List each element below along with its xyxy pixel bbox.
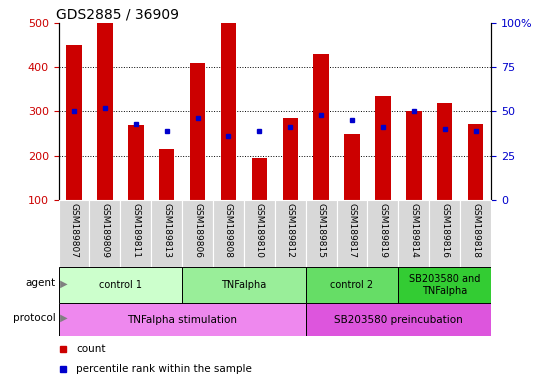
Bar [128,126,143,200]
Text: percentile rank within the sample: percentile rank within the sample [76,364,252,374]
Text: ▶: ▶ [57,313,68,323]
Bar [221,23,236,200]
Bar [344,134,360,200]
Text: control 1: control 1 [99,280,142,290]
Text: GSM189815: GSM189815 [316,203,326,258]
Bar [252,158,267,200]
Text: SB203580 and
TNFalpha: SB203580 and TNFalpha [409,274,480,296]
Bar [66,45,82,200]
Text: ▶: ▶ [57,278,68,288]
Text: GSM189814: GSM189814 [410,203,418,258]
Text: GSM189808: GSM189808 [224,203,233,258]
Text: count: count [76,344,105,354]
Bar [437,103,453,200]
Bar [368,200,398,267]
Bar [182,200,213,267]
Text: GSM189810: GSM189810 [255,203,264,258]
Text: GSM189812: GSM189812 [286,203,295,258]
Text: GSM189817: GSM189817 [348,203,357,258]
Bar [336,200,368,267]
Bar [151,200,182,267]
Bar [244,200,275,267]
Text: TNFalpha: TNFalpha [222,280,267,290]
Bar [89,200,121,267]
Bar [314,54,329,200]
Text: GDS2885 / 36909: GDS2885 / 36909 [56,8,180,22]
Bar [306,303,491,336]
Text: control 2: control 2 [330,280,374,290]
Text: protocol: protocol [13,313,56,323]
Bar [213,200,244,267]
Bar [121,200,151,267]
Text: GSM189816: GSM189816 [440,203,449,258]
Text: TNFalpha stimulation: TNFalpha stimulation [127,314,237,325]
Bar [398,267,491,303]
Bar [398,200,429,267]
Bar [59,303,306,336]
Text: GSM189809: GSM189809 [100,203,109,258]
Bar [159,149,175,200]
Bar [97,23,113,200]
Bar [406,111,421,200]
Bar [59,200,89,267]
Text: GSM189818: GSM189818 [471,203,480,258]
Text: agent: agent [26,278,56,288]
Text: SB203580 preincubation: SB203580 preincubation [334,314,463,325]
Bar [468,124,483,200]
Bar [460,200,491,267]
Bar [275,200,306,267]
Text: GSM189811: GSM189811 [131,203,140,258]
Bar [375,96,391,200]
Bar [282,118,298,200]
Bar [182,267,306,303]
Text: GSM189806: GSM189806 [193,203,202,258]
Bar [59,267,182,303]
Bar [429,200,460,267]
Text: GSM189813: GSM189813 [162,203,171,258]
Text: GSM189807: GSM189807 [70,203,79,258]
Bar [190,63,205,200]
Bar [306,267,398,303]
Bar [306,200,336,267]
Text: GSM189819: GSM189819 [378,203,387,258]
